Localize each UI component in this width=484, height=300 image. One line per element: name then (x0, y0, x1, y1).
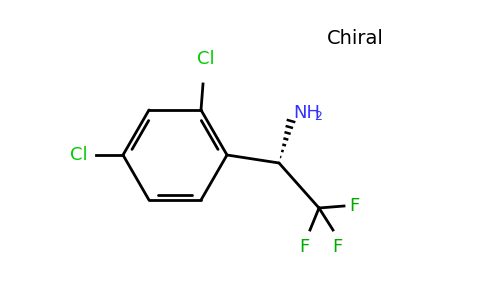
Text: 2: 2 (314, 110, 322, 124)
Text: Cl: Cl (197, 50, 215, 68)
Text: Cl: Cl (70, 146, 88, 164)
Text: Chiral: Chiral (327, 28, 383, 47)
Text: F: F (299, 238, 309, 256)
Text: F: F (349, 197, 359, 215)
Text: F: F (332, 238, 342, 256)
Text: NH: NH (293, 104, 320, 122)
